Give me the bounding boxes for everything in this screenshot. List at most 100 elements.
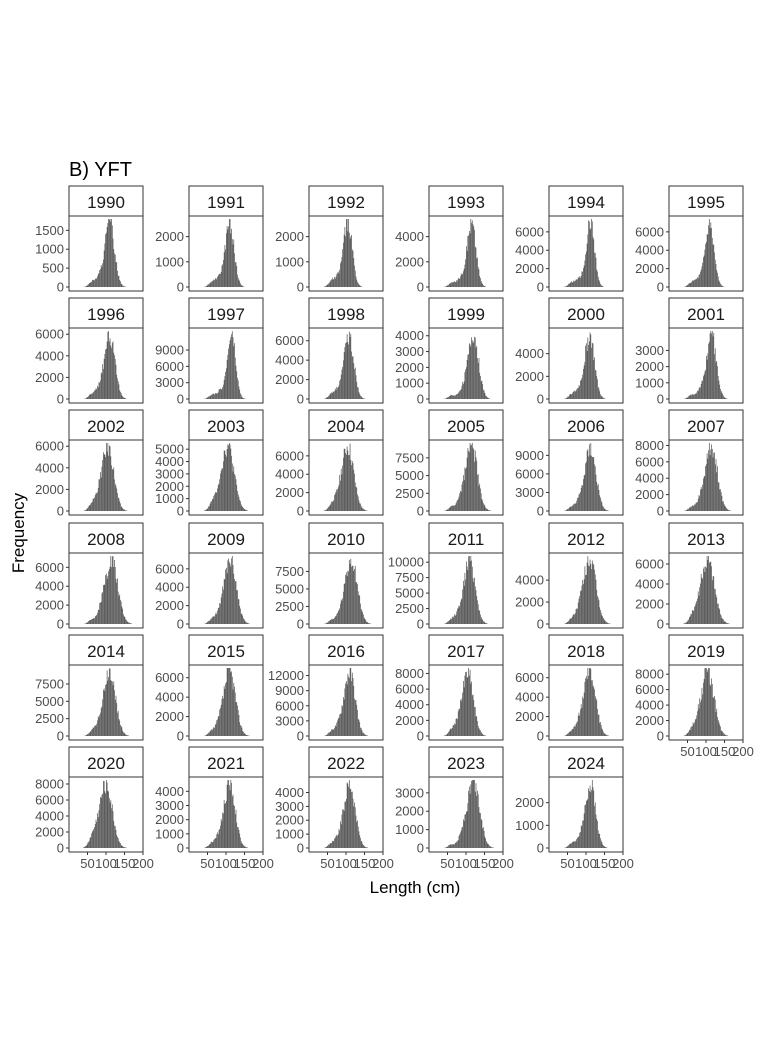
y-tick-label: 2000	[515, 795, 544, 810]
histogram-bar	[214, 393, 216, 399]
histogram-bar	[468, 668, 469, 736]
histogram-bar	[568, 845, 569, 848]
facet-strip-label: 2008	[87, 530, 125, 549]
histogram-bar	[247, 735, 249, 736]
histogram-bar	[90, 619, 92, 624]
histogram-bar	[689, 395, 691, 399]
facet-strip	[548, 522, 624, 554]
histogram-bar	[238, 279, 240, 287]
histogram-bar	[110, 221, 112, 287]
histogram-bar	[461, 484, 463, 511]
histogram-bar	[242, 730, 244, 736]
facet-strip-label: 2012	[567, 530, 605, 549]
histogram-bar	[334, 837, 336, 848]
histogram-bar	[711, 333, 712, 399]
histogram-bar	[711, 566, 712, 624]
histogram-bar	[472, 224, 474, 287]
histogram-bar	[360, 727, 361, 736]
histogram-bar	[586, 351, 588, 399]
histogram-bar	[230, 780, 232, 848]
histogram-bar	[700, 487, 702, 511]
histogram-bar	[220, 388, 221, 399]
histogram-bar	[349, 563, 351, 624]
histogram-bar	[346, 782, 348, 848]
histogram-bar	[460, 276, 461, 287]
histogram-bar	[450, 728, 452, 736]
y-tick-label: 0	[177, 280, 184, 295]
histogram-bar	[448, 508, 449, 511]
histogram-bar	[326, 846, 328, 848]
histogram-bar	[566, 398, 567, 399]
histogram-bar	[592, 237, 594, 287]
histogram-bar	[576, 608, 578, 624]
y-tick-label: 3000	[635, 343, 664, 358]
histogram-bar	[228, 785, 230, 848]
histogram-bar	[122, 846, 124, 848]
histogram-bar	[118, 840, 120, 848]
histogram-bar	[343, 809, 344, 848]
histogram-bar	[687, 508, 689, 511]
histogram-bar	[572, 281, 574, 287]
histogram-bar	[598, 279, 600, 287]
histogram-bar	[207, 397, 209, 399]
histogram-bar	[215, 278, 217, 287]
histogram-bar	[686, 285, 687, 287]
histogram-bar	[464, 675, 466, 736]
histogram-bar	[346, 342, 347, 399]
histogram-bar	[358, 284, 360, 287]
histogram-bar	[353, 806, 355, 848]
histogram-bar	[711, 331, 713, 399]
histogram-bar	[706, 241, 707, 287]
histogram-bar	[243, 507, 244, 511]
histogram-bar	[123, 285, 124, 287]
histogram-bar	[458, 605, 460, 624]
histogram-bar	[96, 723, 98, 736]
histogram-bar	[339, 474, 341, 511]
histogram-bar	[245, 509, 246, 511]
histogram-bar	[724, 397, 726, 399]
histogram-bar	[95, 615, 97, 624]
histogram-bar	[220, 818, 222, 848]
histogram-bar	[699, 587, 701, 624]
histogram-bar	[584, 681, 586, 736]
histogram-bar	[486, 623, 488, 624]
histogram-bar	[220, 271, 222, 287]
histogram-bar	[209, 620, 211, 624]
histogram-bar	[214, 278, 216, 287]
y-tick-label: 2500	[35, 711, 64, 726]
histogram-bar	[598, 833, 600, 848]
histogram-bar	[120, 506, 122, 511]
histogram-bar	[102, 460, 104, 511]
histogram-bar	[244, 733, 246, 736]
histogram-bar	[706, 453, 708, 511]
histogram-bar	[457, 608, 458, 624]
histogram-bar	[116, 488, 118, 511]
histogram-bar	[601, 285, 603, 287]
histogram-bar	[100, 372, 102, 399]
histogram-bar	[240, 394, 242, 399]
histogram-bar	[213, 393, 215, 399]
histogram-bar	[585, 678, 586, 736]
histogram-bar	[94, 827, 95, 848]
histogram-bar	[693, 610, 695, 624]
y-tick-label: 0	[417, 841, 424, 856]
histogram-bar	[122, 396, 124, 399]
histogram-bar	[471, 337, 472, 399]
histogram-bar	[234, 357, 236, 399]
histogram-bar	[599, 391, 601, 399]
facet-strip-label: 2024	[567, 754, 605, 773]
histogram-bar	[481, 733, 483, 736]
histogram-bar	[568, 731, 570, 736]
x-tick-label: 150	[114, 856, 136, 871]
histogram-bar	[571, 618, 572, 624]
histogram-bar	[233, 239, 235, 287]
histogram-bar	[574, 280, 576, 287]
histogram-bar	[708, 556, 709, 624]
histogram-bar	[586, 243, 588, 287]
histogram-bar	[245, 734, 246, 736]
